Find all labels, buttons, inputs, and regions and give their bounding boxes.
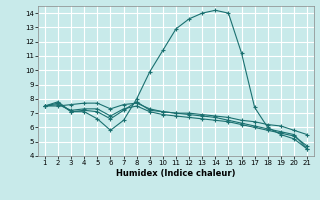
X-axis label: Humidex (Indice chaleur): Humidex (Indice chaleur) xyxy=(116,169,236,178)
